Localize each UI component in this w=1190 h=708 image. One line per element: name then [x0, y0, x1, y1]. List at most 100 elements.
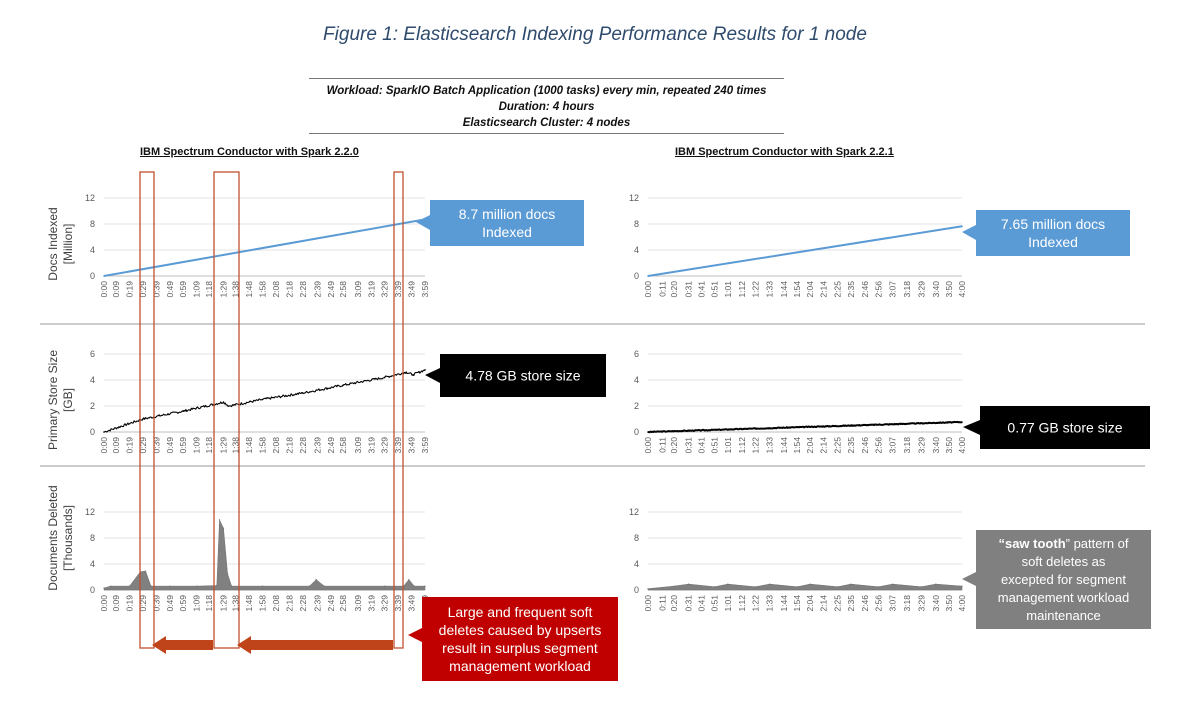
- x-tick-label: 2:35: [846, 281, 856, 298]
- series-area: [103, 519, 426, 591]
- data-point: [413, 585, 415, 587]
- x-tick-label: 2:18: [284, 437, 294, 454]
- x-tick-label: 1:44: [779, 437, 789, 454]
- y-tick-label: 0: [634, 427, 639, 437]
- x-tick-label: 3:29: [916, 595, 926, 612]
- x-tick-label: 1:33: [765, 595, 775, 612]
- x-tick-label: 2:39: [313, 595, 323, 612]
- x-tick-label: 2:28: [298, 437, 308, 454]
- x-tick-label: 0:20: [669, 595, 679, 612]
- y-axis-title-deleted: Documents Deleted: [46, 485, 60, 590]
- x-tick-label: 2:58: [338, 437, 348, 454]
- subtitle-right: IBM Spectrum Conductor with Spark 2.2.1: [675, 146, 894, 158]
- chart-panel-5: 0 4 8 12 0:00 0:11 0:20 0:31 0:41 0:51 1:01 1:12 1:2…: [629, 507, 967, 612]
- x-tick-label: 2:49: [326, 437, 336, 454]
- x-tick-label: 3:49: [407, 281, 417, 298]
- x-tick-label: 3:40: [931, 281, 941, 298]
- x-tick-label: 0:09: [111, 281, 121, 298]
- x-tick-label: 3:29: [380, 281, 390, 298]
- x-tick-label: 3:39: [393, 281, 403, 298]
- x-tick-label: 2:25: [833, 281, 843, 298]
- callout-deleted-right-text: soft deletes as: [1022, 554, 1106, 569]
- x-tick-label: 1:33: [765, 281, 775, 298]
- x-tick-label: 0:31: [684, 437, 694, 454]
- data-point: [412, 374, 414, 376]
- x-tick-label: 4:00: [957, 437, 967, 454]
- figure-title: Figure 1: Elasticsearch Indexing Perform…: [323, 24, 867, 45]
- data-point: [230, 585, 233, 587]
- y-tick-label: 2: [90, 401, 95, 411]
- x-tick-label: 2:49: [326, 281, 336, 298]
- callout-docs-left-pointer: [416, 215, 430, 230]
- x-tick-label: 1:12: [737, 281, 747, 298]
- y-tick-label: 4: [634, 375, 639, 385]
- callout-deleted-left-text: Large and frequent soft: [448, 604, 593, 620]
- callout-deleted-right-pointer: [962, 572, 976, 586]
- x-tick-label: 3:29: [380, 437, 390, 454]
- data-point: [142, 418, 144, 420]
- x-tick-label: 1:09: [192, 281, 202, 298]
- x-tick-label: 3:19: [366, 595, 376, 612]
- data-point: [647, 588, 649, 590]
- data-point: [110, 585, 112, 587]
- data-point: [315, 579, 317, 581]
- callout-deleted-right-text: maintenance: [1026, 608, 1100, 623]
- x-tick-label: 2:18: [284, 595, 294, 612]
- data-point: [961, 585, 963, 587]
- red-arrow-left: [152, 636, 213, 654]
- data-point: [261, 585, 264, 587]
- data-point: [961, 225, 963, 228]
- x-tick-label: 2:18: [284, 281, 294, 298]
- callout-deleted-left-text: deletes caused by upserts: [439, 622, 602, 638]
- x-tick-label: 3:49: [407, 437, 417, 454]
- x-tick-label: 1:54: [792, 437, 802, 454]
- callout-deleted-right-box: [976, 530, 1151, 629]
- x-tick-label: 2:04: [805, 595, 815, 612]
- x-tick-label: 0:29: [138, 437, 148, 454]
- callout-deleted-left: Large and frequent soft deletes caused by…: [408, 597, 618, 681]
- x-tick-label: 0:49: [165, 595, 175, 612]
- data-point: [103, 587, 105, 589]
- data-point: [103, 431, 105, 433]
- data-point: [809, 583, 811, 585]
- callout-docs-right-text: 7.65 million docs: [1001, 216, 1105, 232]
- x-tick-label: 3:50: [944, 595, 954, 612]
- x-tick-label: 3:19: [366, 281, 376, 298]
- data-point: [424, 369, 426, 371]
- x-tick-label: 0:41: [697, 595, 707, 612]
- callout-deleted-right-text: “saw tooth” pattern of: [998, 536, 1128, 551]
- x-tick-label: 0:51: [710, 437, 720, 454]
- data-point: [103, 275, 105, 277]
- x-tick-label: 0:49: [165, 437, 175, 454]
- x-tick-label: 3:40: [931, 437, 941, 454]
- x-tick-label: 3:29: [916, 281, 926, 298]
- x-tick-label: 1:09: [192, 437, 202, 454]
- callout-deleted-right-text: management workload: [998, 590, 1130, 605]
- x-tick-label: 0:41: [697, 437, 707, 454]
- data-point: [169, 585, 171, 587]
- data-point: [920, 586, 923, 588]
- workload-line-2: Duration: 4 hours: [498, 101, 595, 113]
- x-tick-label: 2:08: [271, 437, 281, 454]
- y-axis-title-store: Primary Store Size: [46, 350, 60, 450]
- x-tick-label: 2:14: [818, 595, 828, 612]
- callout-docs-right: 7.65 million docs Indexed: [962, 210, 1130, 256]
- x-tick-label: 0:00: [643, 437, 653, 454]
- data-point: [182, 410, 185, 413]
- callout-store-left-pointer: [425, 368, 440, 383]
- x-tick-label: 2:39: [313, 437, 323, 454]
- data-point: [383, 376, 386, 379]
- callout-store-right-box: [980, 406, 1150, 449]
- x-tick-label: 2:39: [313, 281, 323, 298]
- y-tick-label: 12: [85, 507, 95, 517]
- saw-tooth-bold: “saw tooth: [998, 536, 1065, 551]
- y-axis-title-deleted: [Thousands]: [61, 505, 75, 571]
- x-tick-label: 0:51: [710, 595, 720, 612]
- x-tick-label: 1:01: [723, 595, 733, 612]
- data-point: [145, 570, 147, 572]
- x-tick-label: 1:22: [750, 281, 760, 298]
- y-tick-label: 0: [90, 271, 95, 281]
- x-tick-label: 3:50: [944, 281, 954, 298]
- callout-docs-left-text: Indexed: [482, 224, 532, 240]
